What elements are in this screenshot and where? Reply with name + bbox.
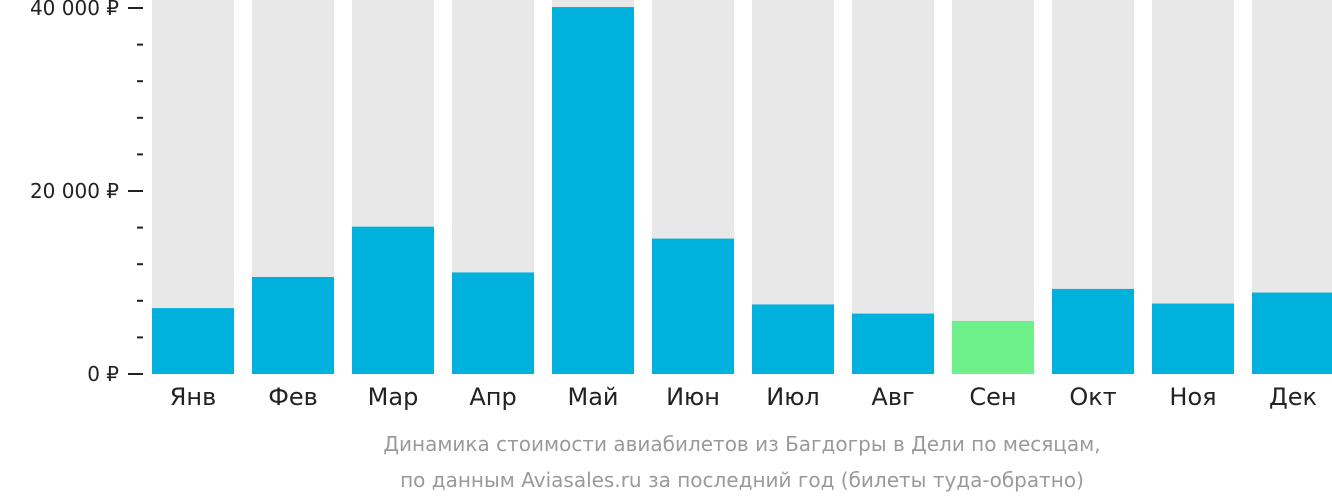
y-tick-label-2: 20 000 ₽ xyxy=(30,179,119,203)
bar-9 xyxy=(952,320,1034,374)
bar-track-8 xyxy=(852,0,934,374)
y-tick-label-1: 0 ₽ xyxy=(87,362,119,386)
x-tick-label-3: Мар xyxy=(368,383,419,411)
bar-12 xyxy=(1252,292,1332,374)
bar-10 xyxy=(1052,288,1134,374)
x-tick-label-1: Янв xyxy=(170,383,217,411)
x-tick-label-5: Май xyxy=(567,383,618,411)
x-tick-label-7: Июл xyxy=(766,383,820,411)
x-tick-label-2: Фев xyxy=(268,383,318,411)
bar-1 xyxy=(152,308,234,374)
bar-7 xyxy=(752,304,834,374)
bar-4 xyxy=(452,272,534,374)
x-tick-label-6: Июн xyxy=(666,383,720,411)
x-tick-label-10: Окт xyxy=(1069,383,1116,411)
bar-6 xyxy=(652,238,734,374)
bar-track-9 xyxy=(952,0,1034,374)
x-tick-label-9: Сен xyxy=(969,383,1016,411)
x-tick-label-11: Ноя xyxy=(1169,383,1216,411)
bars xyxy=(152,7,1332,375)
bar-5 xyxy=(552,7,634,375)
caption-line-1: Динамика стоимости авиабилетов из Багдог… xyxy=(383,432,1100,456)
x-tick-label-4: Апр xyxy=(469,383,516,411)
bar-8 xyxy=(852,313,934,374)
x-tick-label-8: Авг xyxy=(871,383,914,411)
bar-2 xyxy=(252,277,334,374)
y-tick-label-3: 40 000 ₽ xyxy=(30,0,119,20)
x-tick-label-12: Дек xyxy=(1269,383,1317,411)
caption-line-2: по данным Aviasales.ru за последний год … xyxy=(400,468,1084,492)
bar-3 xyxy=(352,226,434,374)
x-axis-labels: Янв Фев Мар Апр Май Июн Июл Авг Сен Окт Ноя Дек xyxy=(170,383,1317,411)
y-axis: 0 ₽ 20 000 ₽ 40 000 ₽ xyxy=(30,0,143,386)
bar-11 xyxy=(1152,303,1234,374)
